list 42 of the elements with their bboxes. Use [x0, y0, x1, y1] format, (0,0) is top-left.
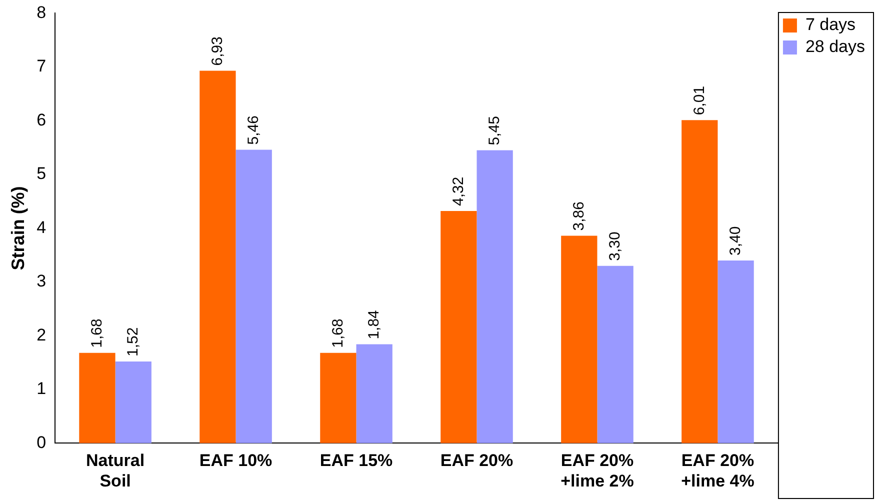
data-label: 5,45	[486, 116, 503, 146]
y-tick-label: 2	[36, 325, 46, 344]
y-tick-label: 7	[36, 56, 46, 76]
x-tick-label: EAF 20% +lime 4%	[681, 451, 754, 490]
data-label: 3,40	[726, 226, 744, 256]
data-label: 3,30	[606, 232, 624, 261]
data-label: 1,68	[329, 318, 346, 348]
data-label: 3,86	[570, 202, 588, 231]
bar	[115, 362, 152, 444]
bar	[356, 344, 392, 444]
bar	[561, 236, 598, 444]
bar	[79, 352, 116, 444]
data-label: 5,46	[244, 116, 262, 145]
data-label: 6,93	[208, 36, 226, 66]
y-axis-title: Strain (%)	[8, 186, 28, 270]
bar	[597, 266, 634, 444]
x-tick-label: EAF 20%	[440, 451, 514, 470]
x-tick-label: EAF 20% +lime 2%	[560, 451, 634, 490]
data-label: 4,32	[450, 176, 467, 206]
bar	[682, 120, 718, 444]
bar	[236, 150, 272, 444]
bar	[440, 211, 477, 444]
y-tick-label: 8	[36, 2, 46, 22]
y-tick-label: 5	[36, 164, 46, 184]
y-tick-label: 3	[36, 272, 46, 291]
y-tick-label: 0	[36, 432, 46, 452]
x-tick-label: EAF 10%	[199, 451, 272, 470]
bar	[320, 352, 356, 444]
data-label: 1,68	[88, 318, 106, 348]
legend-label: 7 days	[805, 15, 856, 34]
y-tick-label: 1	[36, 379, 46, 398]
data-label: 1,84	[365, 310, 382, 340]
bar	[200, 70, 236, 444]
x-tick-label: Natural Soil	[86, 451, 145, 490]
bar	[476, 150, 513, 444]
y-tick-label: 4	[36, 218, 46, 237]
bar	[718, 260, 754, 444]
data-label: 1,52	[124, 327, 142, 356]
data-label: 6,01	[690, 86, 708, 116]
legend-label: 28 days	[805, 37, 866, 56]
y-tick-label: 6	[36, 110, 46, 130]
x-tick-label: EAF 15%	[320, 451, 393, 470]
